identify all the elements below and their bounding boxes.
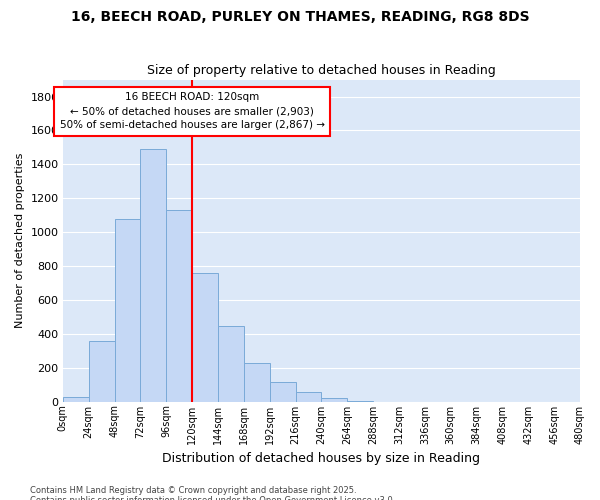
Bar <box>63 398 89 402</box>
Bar <box>89 340 115 402</box>
Bar <box>218 326 244 402</box>
Text: 16 BEECH ROAD: 120sqm
← 50% of detached houses are smaller (2,903)
50% of semi-d: 16 BEECH ROAD: 120sqm ← 50% of detached … <box>59 92 325 130</box>
Bar <box>166 210 192 402</box>
Bar <box>322 398 347 402</box>
Bar <box>115 220 140 402</box>
Bar <box>347 401 373 402</box>
Bar <box>140 149 166 402</box>
Y-axis label: Number of detached properties: Number of detached properties <box>15 153 25 328</box>
X-axis label: Distribution of detached houses by size in Reading: Distribution of detached houses by size … <box>163 452 481 465</box>
Bar <box>270 382 296 402</box>
Bar <box>192 273 218 402</box>
Bar <box>296 392 322 402</box>
Title: Size of property relative to detached houses in Reading: Size of property relative to detached ho… <box>147 64 496 77</box>
Text: Contains HM Land Registry data © Crown copyright and database right 2025.: Contains HM Land Registry data © Crown c… <box>30 486 356 495</box>
Text: 16, BEECH ROAD, PURLEY ON THAMES, READING, RG8 8DS: 16, BEECH ROAD, PURLEY ON THAMES, READIN… <box>71 10 529 24</box>
Bar <box>244 362 270 402</box>
Text: Contains public sector information licensed under the Open Government Licence v3: Contains public sector information licen… <box>30 496 395 500</box>
